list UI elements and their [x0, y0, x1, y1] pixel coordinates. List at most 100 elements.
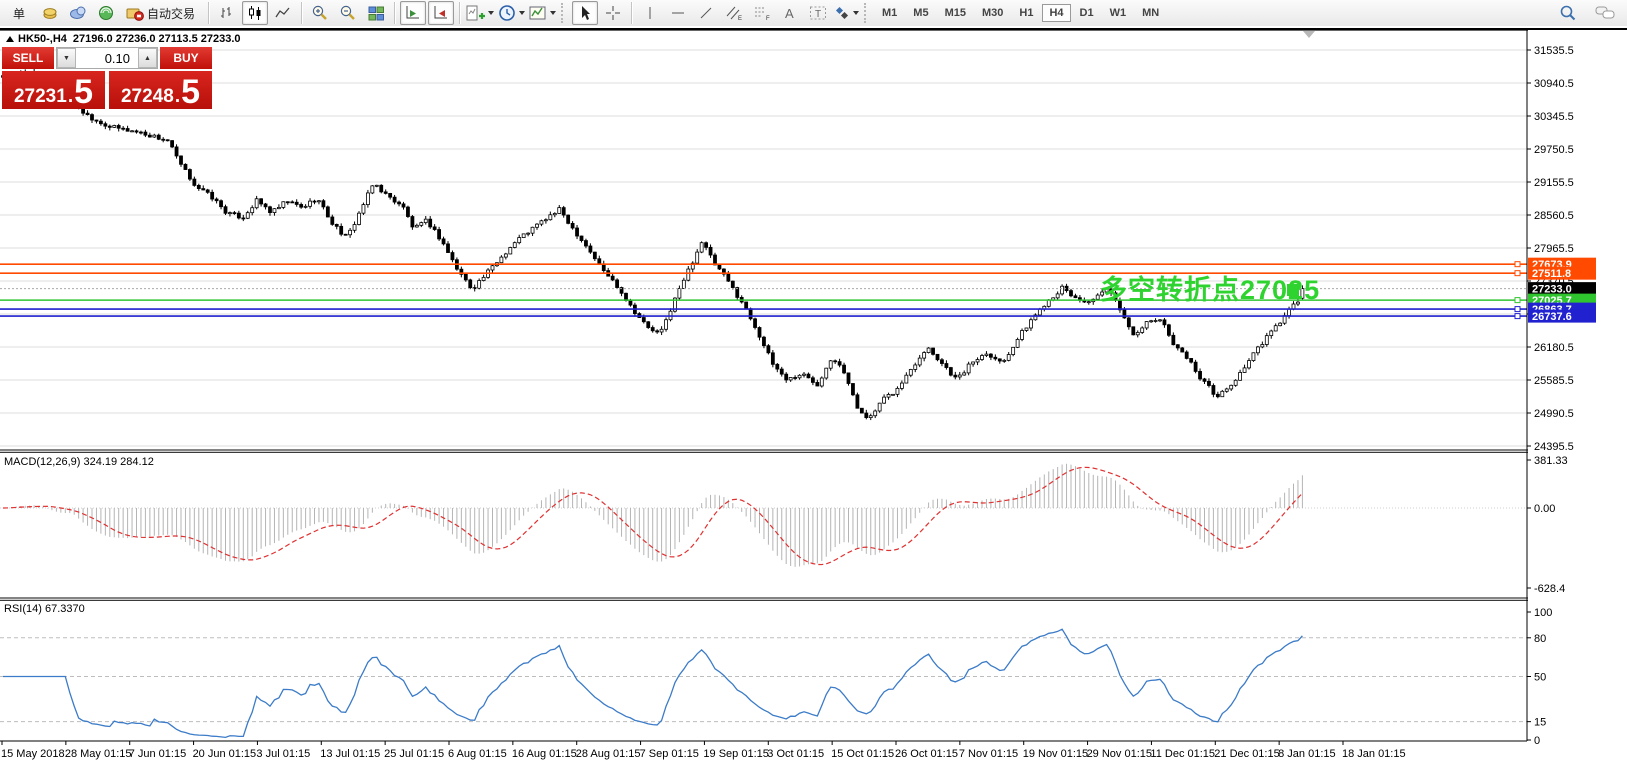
- buy-price-box[interactable]: 27248. 5: [109, 71, 212, 109]
- price-tag: 27233.0: [1532, 284, 1572, 296]
- new-order-button[interactable]: 单: [12, 6, 25, 21]
- horizontal-line-icon[interactable]: [665, 1, 691, 25]
- chart-shift-icon[interactable]: [428, 1, 455, 25]
- price-axis-label: 30345.5: [1534, 111, 1574, 123]
- ohlc-values: 27196.0 27236.0 27113.5 27233.0: [72, 33, 241, 45]
- text-label-icon[interactable]: T: [805, 1, 831, 25]
- volume-input[interactable]: 0.10: [104, 50, 130, 66]
- price-axis-label: 30940.5: [1534, 78, 1574, 90]
- rsi-line: [3, 628, 1303, 739]
- tab-h1[interactable]: H1: [1019, 7, 1034, 19]
- date-axis-label: 13 Jul 01:15: [320, 748, 380, 760]
- indicator-axis-labels: 381.33 0.00 -628.4 100 80 50 15 0: [1527, 455, 1568, 747]
- volume-stepper: ▼ 0.10 ▲: [56, 47, 158, 69]
- rsi-levels: [0, 637, 1527, 723]
- fibonacci-icon[interactable]: F: [749, 1, 775, 25]
- zoom-out-icon[interactable]: [335, 1, 361, 25]
- crosshair-icon[interactable]: [600, 1, 626, 25]
- cursor-icon[interactable]: [572, 1, 599, 25]
- line-chart-icon[interactable]: [270, 1, 296, 25]
- arrows-dropdown-icon[interactable]: [853, 11, 860, 15]
- tab-h4[interactable]: H4: [1042, 4, 1071, 22]
- date-axis-label: 7 Jun 01:15: [129, 748, 187, 760]
- price-axis-label: 26180.5: [1534, 342, 1574, 354]
- pivot-annotation-text[interactable]: 多空转折点27025: [1100, 275, 1321, 305]
- tab-m5[interactable]: M5: [913, 7, 929, 19]
- trendline-icon[interactable]: [693, 1, 719, 25]
- arrows-icon[interactable]: [833, 1, 860, 25]
- volume-decrease-button[interactable]: ▼: [57, 48, 76, 68]
- svg-text:F: F: [766, 16, 770, 21]
- volume-increase-button[interactable]: ▲: [138, 48, 157, 68]
- price-gridlines: [0, 49, 1527, 447]
- horizontal-line-27673.9[interactable]: [0, 261, 1527, 268]
- svg-text:E: E: [738, 16, 742, 21]
- price-axis-label: 28560.5: [1534, 210, 1574, 222]
- horizontal-line-26863.7[interactable]: [0, 306, 1527, 313]
- price-axis-label: 24395.5: [1534, 441, 1574, 453]
- text-icon[interactable]: A: [777, 1, 803, 25]
- tab-m15[interactable]: M15: [944, 7, 966, 19]
- date-axis[interactable]: 15 May 2018 28 May 01:157 Jun 01:15 20 Jun…: [0, 740, 1527, 760]
- tab-w1[interactable]: W1: [1109, 7, 1127, 19]
- date-axis-label: 19 Sep 01:15: [703, 748, 768, 760]
- tab-m1[interactable]: M1: [882, 7, 898, 19]
- horizontal-line-26737.6[interactable]: [0, 313, 1527, 320]
- line-handle[interactable]: [1514, 313, 1521, 320]
- symbol-period: HK50-,H4: [18, 33, 67, 45]
- green-square-marker[interactable]: [1287, 284, 1299, 296]
- tab-m30[interactable]: M30: [981, 7, 1004, 19]
- horizontal-line-27511.8[interactable]: [0, 270, 1527, 277]
- search-icon[interactable]: [1555, 1, 1581, 25]
- price-tag: 27511.8: [1532, 268, 1571, 280]
- tab-d1[interactable]: D1: [1079, 7, 1094, 19]
- price-tag: 26737.6: [1532, 311, 1572, 323]
- periods-icon[interactable]: [497, 1, 526, 25]
- date-axis-label: 28 May 01:15: [65, 748, 132, 760]
- market-watch-icon[interactable]: [93, 1, 119, 25]
- svg-text:0.00: 0.00: [1534, 503, 1555, 515]
- tile-windows-icon[interactable]: [363, 1, 389, 25]
- date-axis-label: 7 Sep 01:15: [640, 748, 699, 760]
- buy-button[interactable]: BUY: [160, 47, 212, 69]
- chart-title: HK50-,H4 27196.0 27236.0 27113.5 27233.0: [6, 33, 241, 45]
- date-axis-label: 11 Dec 01:15: [1150, 748, 1215, 760]
- zoom-in-icon[interactable]: [307, 1, 333, 25]
- date-axis-label: 20 Jun 01:15: [193, 748, 257, 760]
- indicators-dropdown-icon[interactable]: [488, 11, 495, 15]
- templates-icon[interactable]: [528, 1, 557, 25]
- date-axis-label: 19 Nov 01:15: [1023, 748, 1088, 760]
- date-axis-label: 28 Aug 01:15: [576, 748, 641, 760]
- vertical-line-icon[interactable]: [637, 1, 663, 25]
- line-handle[interactable]: [1514, 306, 1521, 313]
- top-toolbar: 单 自动交易: [0, 0, 1627, 27]
- tab-mn[interactable]: MN: [1142, 7, 1160, 19]
- candlestick-chart-icon[interactable]: [242, 1, 269, 25]
- sell-price-box[interactable]: 27231. 5: [2, 71, 105, 109]
- equidistant-channel-icon[interactable]: E: [721, 1, 747, 25]
- auto-scroll-icon[interactable]: [400, 1, 427, 25]
- date-axis-label: 3 Oct 01:15: [767, 748, 824, 760]
- collapse-panel-icon[interactable]: [6, 36, 14, 42]
- one-click-trading-panel: SELL ▼ 0.10 ▲ BUY 27231. 5 27248. 5: [2, 47, 212, 109]
- date-axis-label: 26 Oct 01:15: [895, 748, 958, 760]
- svg-text:0: 0: [1534, 735, 1540, 747]
- sell-button[interactable]: SELL: [2, 47, 54, 69]
- templates-dropdown-icon[interactable]: [550, 11, 557, 15]
- chat-icon[interactable]: [1592, 1, 1618, 25]
- line-handle[interactable]: [1514, 297, 1521, 304]
- indicators-icon[interactable]: [465, 1, 495, 25]
- periods-dropdown-icon[interactable]: [519, 11, 526, 15]
- autotrading-button[interactable]: 自动交易: [121, 1, 203, 25]
- macd-histogram: [6, 463, 1303, 567]
- line-handle[interactable]: [1514, 261, 1521, 268]
- svg-text:T: T: [815, 9, 821, 20]
- bar-chart-icon[interactable]: [214, 1, 240, 25]
- line-handle[interactable]: [1514, 270, 1521, 277]
- date-axis-label: 29 Nov 01:15: [1087, 748, 1152, 760]
- chart-window-icon[interactable]: [65, 1, 91, 25]
- new-order-icon[interactable]: [37, 1, 63, 25]
- autotrading-label: 自动交易: [147, 6, 196, 21]
- horizontal-line-27025.7[interactable]: [0, 297, 1527, 304]
